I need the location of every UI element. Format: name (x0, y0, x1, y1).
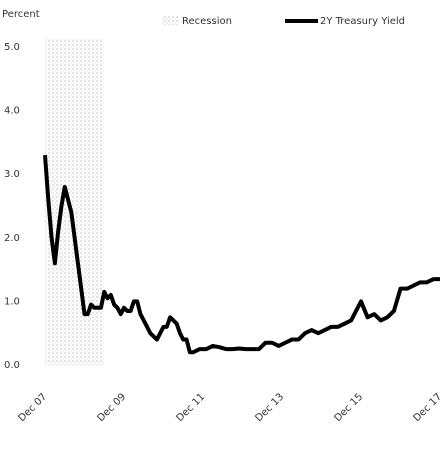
legend-swatch (162, 16, 178, 25)
y-tick-label: 4.0 (4, 106, 20, 117)
x-tick-label: Dec 07 (17, 391, 50, 424)
y-tick-label: 0.0 (4, 360, 20, 371)
y-tick-label: 5.0 (4, 42, 20, 53)
legend-label: 2Y Treasury Yield (320, 16, 405, 27)
x-tick-label: Dec 17 (412, 391, 443, 424)
y-tick-label: 2.0 (4, 233, 20, 244)
x-tick-label: Dec 13 (254, 391, 287, 424)
recession-band (45, 39, 105, 365)
line (43, 154, 440, 355)
x-tick-label: Dec 11 (175, 391, 208, 424)
y-tick-label: 1.0 (4, 296, 20, 307)
y-tick-label: 3.0 (4, 169, 20, 180)
x-tick-label: Dec 09 (96, 391, 129, 424)
legend-label: Recession (182, 16, 232, 27)
y-axis-label: Percent (2, 9, 40, 20)
x-tick-label: Dec 15 (333, 391, 366, 424)
